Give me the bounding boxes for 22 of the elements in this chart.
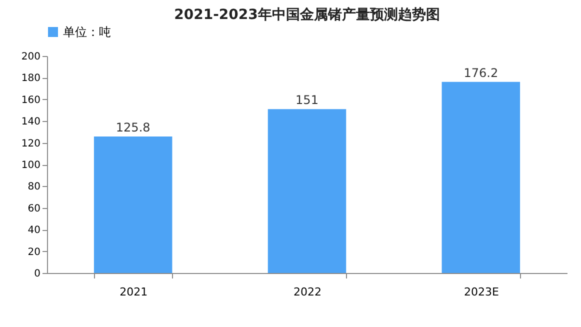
y-tick-label: 140	[21, 116, 40, 128]
x-tick-label: 2021	[120, 286, 148, 298]
y-tick-label: 180	[21, 73, 40, 84]
data-label: 176.2	[464, 66, 498, 80]
y-tick-label: 20	[28, 246, 40, 258]
bar	[442, 82, 520, 273]
data-label: 151	[296, 93, 318, 108]
y-tick-label: 0	[34, 268, 40, 280]
data-label: 125.8	[116, 120, 150, 135]
y-tick-label: 100	[21, 160, 40, 171]
legend-label: 单位：吨	[63, 25, 111, 39]
y-tick-label: 160	[21, 94, 40, 106]
y-tick-label: 200	[21, 52, 40, 62]
bar	[94, 136, 172, 273]
chart-title: 2021-2023年中国金属锗产量预测趋势图	[174, 6, 440, 23]
x-tick-label: 2023E	[464, 286, 499, 298]
bar	[268, 109, 346, 273]
y-tick-label: 60	[28, 203, 40, 214]
y-tick-label: 40	[28, 225, 40, 236]
y-tick-label: 80	[28, 182, 40, 193]
y-tick-label: 120	[21, 138, 40, 150]
x-tick-label: 2022	[294, 286, 322, 298]
